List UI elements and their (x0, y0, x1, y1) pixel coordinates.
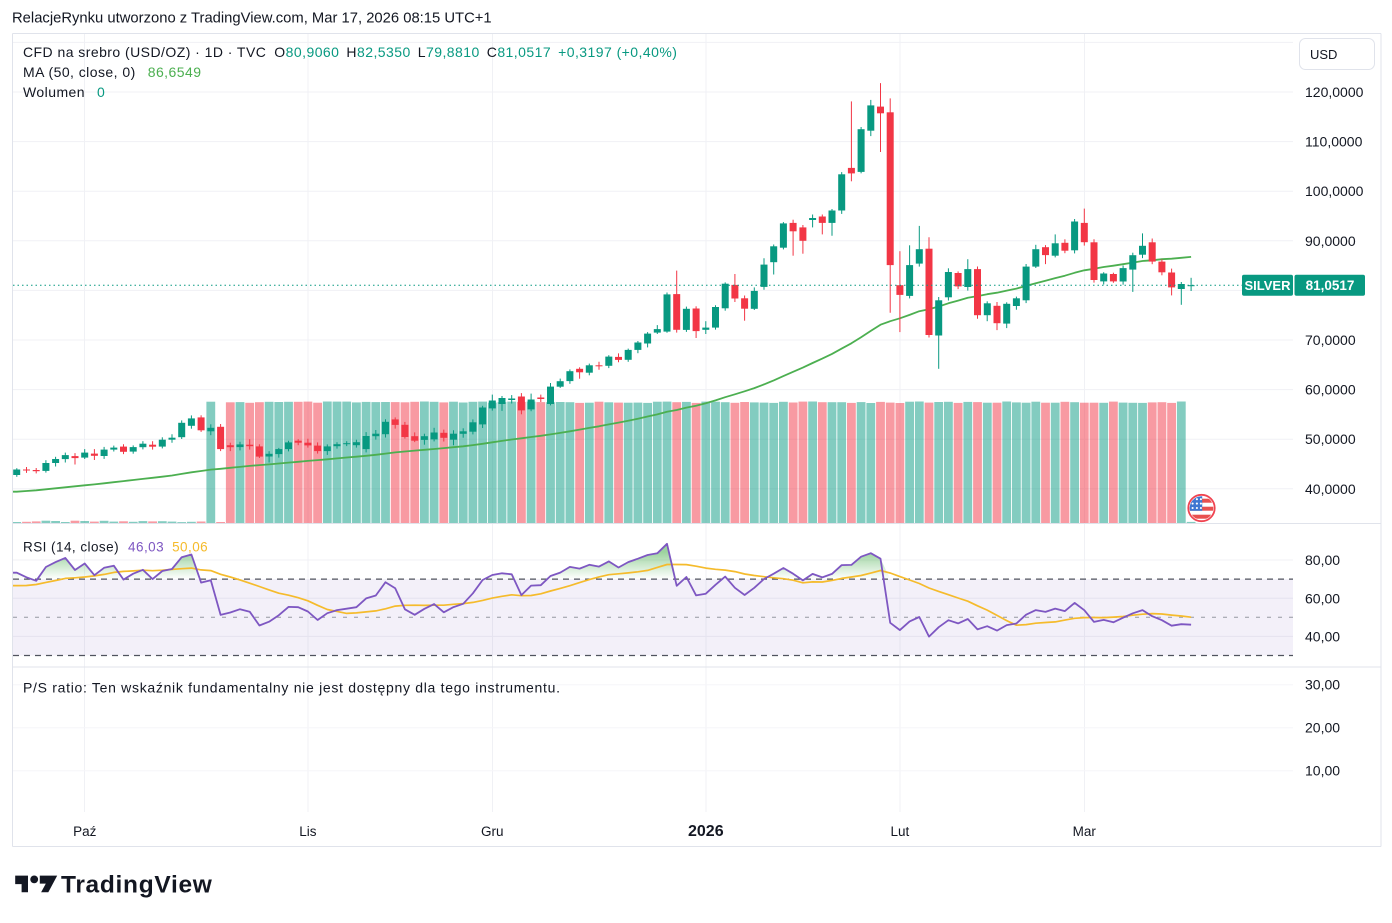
svg-text:81,0517: 81,0517 (1306, 278, 1355, 293)
svg-text:2026: 2026 (688, 823, 724, 840)
svg-text:40,0000: 40,0000 (1305, 481, 1356, 497)
svg-text:USD: USD (1310, 47, 1337, 62)
svg-text:100,0000: 100,0000 (1305, 183, 1364, 199)
svg-text:20,00: 20,00 (1305, 720, 1340, 736)
svg-text:10,00: 10,00 (1305, 763, 1340, 779)
svg-text:CFD na srebro (USD/OZ) · 1D ·: CFD na srebro (USD/OZ) · 1D · TVC O80,906… (23, 44, 677, 60)
svg-text:Lut: Lut (891, 824, 910, 839)
svg-text:50,0000: 50,0000 (1305, 431, 1356, 447)
svg-text:120,0000: 120,0000 (1305, 84, 1364, 100)
svg-text:SILVER: SILVER (1245, 278, 1292, 293)
svg-text:110,0000: 110,0000 (1305, 134, 1363, 150)
svg-text:RelacjeRynku utworzono z Tradi: RelacjeRynku utworzono z TradingView.com… (12, 11, 492, 27)
svg-text:60,00: 60,00 (1305, 590, 1340, 606)
svg-text:Gru: Gru (481, 824, 504, 839)
svg-text:MA (50, close, 0)86,6549: MA (50, close, 0) 86,6549 (23, 64, 201, 80)
svg-text:60,0000: 60,0000 (1305, 382, 1356, 398)
svg-text:80,00: 80,00 (1305, 552, 1340, 568)
svg-text:Mar: Mar (1073, 824, 1097, 839)
svg-text:TradingView: TradingView (61, 872, 213, 899)
svg-text:40,00: 40,00 (1305, 629, 1340, 645)
svg-text:70,0000: 70,0000 (1305, 332, 1356, 348)
svg-text:30,00: 30,00 (1305, 677, 1340, 693)
svg-text:P/S ratio: Ten wskaźnik fundam: P/S ratio: Ten wskaźnik fundamentalny ni… (23, 680, 561, 696)
svg-text:90,0000: 90,0000 (1305, 233, 1356, 249)
svg-text:Lis: Lis (299, 824, 317, 839)
svg-text:Paź: Paź (73, 824, 97, 839)
